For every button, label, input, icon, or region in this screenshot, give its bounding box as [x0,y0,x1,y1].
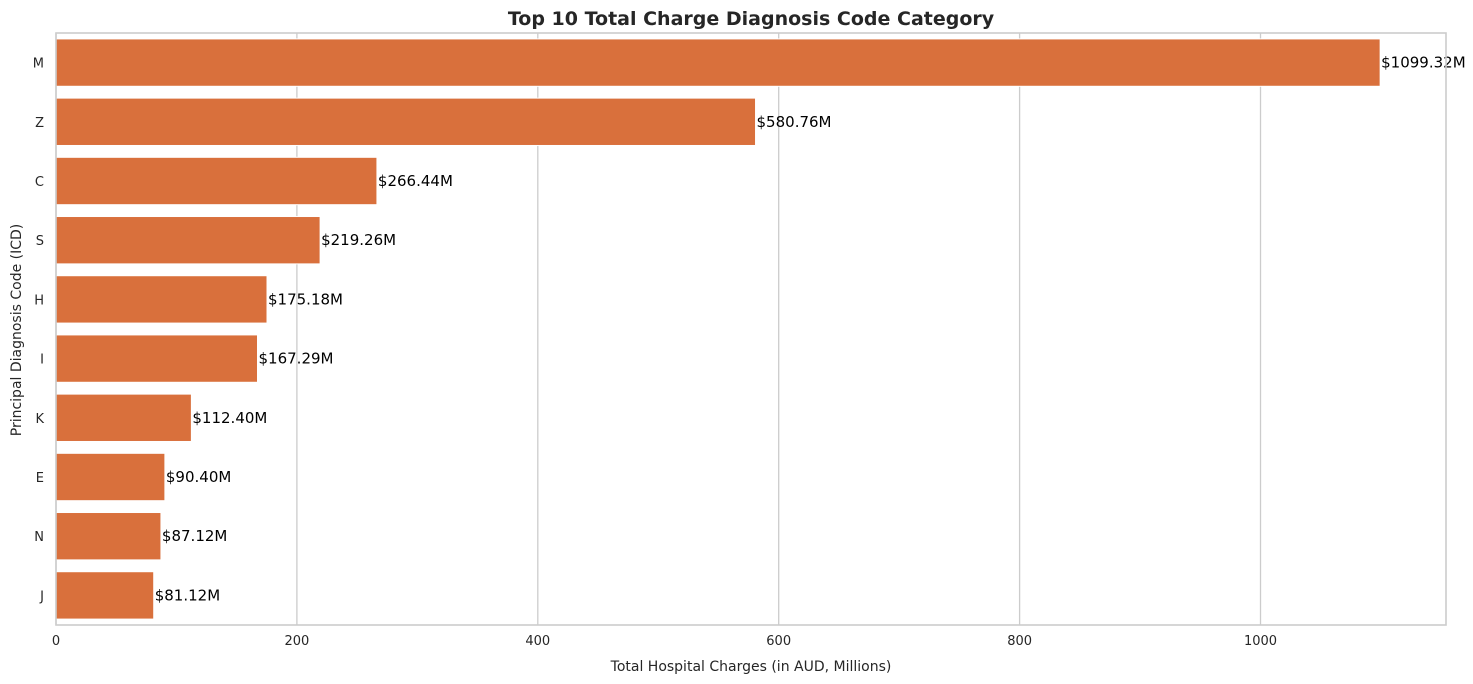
bar-N [55,512,162,561]
y-tick-label: M [33,57,44,72]
y-tick-label: S [36,234,44,249]
y-tick-label: C [35,175,44,190]
bar-S [55,216,321,265]
bar-K [55,393,192,442]
y-tick-label: J [39,589,44,604]
bar-H [55,275,268,324]
data-label-M: $1099.32M [1381,54,1466,72]
y-tick-label: Z [35,116,44,131]
data-label-K: $112.40M [192,409,267,427]
x-tick-label: 800 [1007,634,1032,649]
x-tick-label: 400 [525,634,550,649]
bar-J [55,571,155,620]
data-label-N: $87.12M [162,527,227,545]
bar-layer [55,38,1381,620]
data-label-H: $175.18M [268,290,343,308]
bar-E [55,452,166,502]
plot-frame [55,32,1447,626]
y-tick-label: I [40,353,44,368]
y-tick-label: H [34,293,44,308]
x-tick-label: 600 [766,634,791,649]
bar-C [55,156,378,206]
y-tick-layer: M Z C S H I K E N J [33,57,45,605]
x-axis-label: Total Hospital Charges (in AUD, Millions… [610,659,892,675]
bar-Z [55,97,757,146]
chart-title: Top 10 Total Charge Diagnosis Code Categ… [508,8,995,30]
x-tick-layer: 0 200 400 600 800 1000 [52,634,1277,649]
data-label-E: $90.40M [166,468,231,486]
data-label-I: $167.29M [259,350,334,368]
y-tick-label: K [35,412,44,427]
data-label-S: $219.26M [321,231,396,249]
data-label-Z: $580.76M [757,113,832,131]
y-tick-label: E [36,471,44,486]
data-label-layer: $1099.32M $580.76M $266.44M $219.26M $175.18… [155,54,1466,605]
y-axis-label: Principal Diagnosis Code (ICD) [9,224,25,437]
y-tick-label: N [34,530,44,545]
x-tick-label: 1000 [1244,634,1277,649]
bar-I [55,334,259,383]
bar-M [55,38,1381,87]
x-tick-label: 200 [284,634,309,649]
data-label-C: $266.44M [378,172,453,190]
x-tick-label: 0 [52,634,60,649]
data-label-J: $81.12M [155,586,220,604]
